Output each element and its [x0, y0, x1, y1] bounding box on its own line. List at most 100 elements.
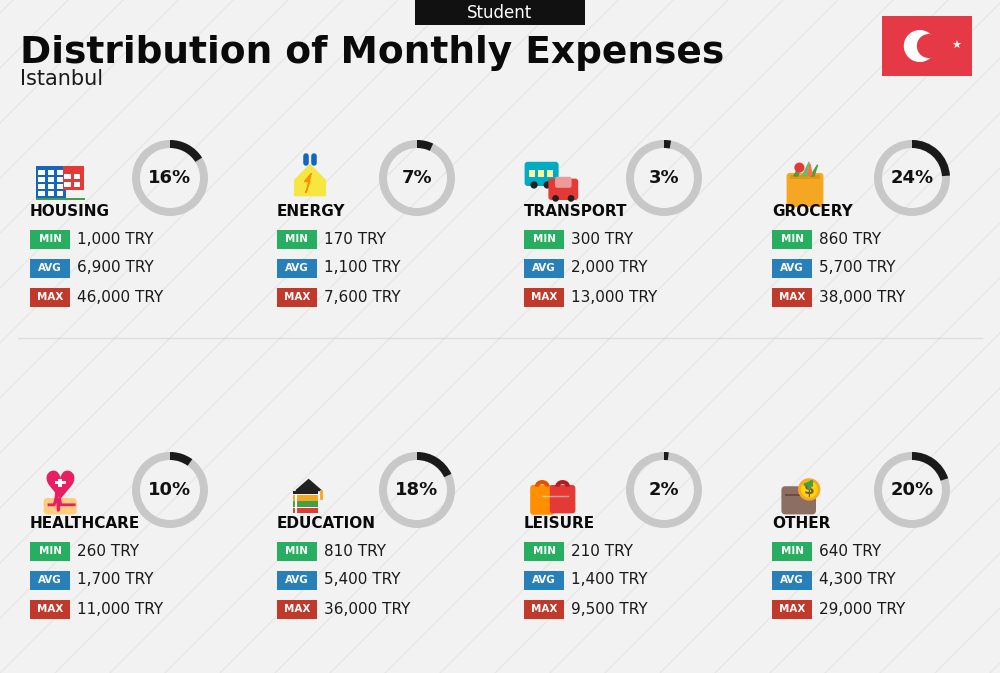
Text: 10%: 10%	[148, 481, 192, 499]
Polygon shape	[296, 480, 321, 491]
FancyBboxPatch shape	[30, 571, 70, 590]
FancyBboxPatch shape	[550, 485, 575, 513]
Text: 24%: 24%	[890, 169, 934, 187]
FancyBboxPatch shape	[277, 542, 317, 561]
FancyBboxPatch shape	[36, 198, 85, 200]
Text: OTHER: OTHER	[772, 516, 830, 530]
Text: 1,400 TRY: 1,400 TRY	[571, 573, 648, 588]
FancyBboxPatch shape	[785, 495, 812, 497]
Text: 210 TRY: 210 TRY	[571, 544, 633, 559]
Wedge shape	[664, 140, 671, 149]
Text: EDUCATION: EDUCATION	[277, 516, 376, 530]
Text: MAX: MAX	[779, 604, 805, 614]
FancyBboxPatch shape	[48, 191, 54, 196]
FancyBboxPatch shape	[30, 287, 70, 306]
Text: ♥: ♥	[43, 469, 78, 507]
FancyBboxPatch shape	[57, 191, 63, 196]
Text: MIN: MIN	[38, 234, 62, 244]
FancyBboxPatch shape	[772, 287, 812, 306]
FancyBboxPatch shape	[555, 177, 572, 188]
Text: 7,600 TRY: 7,600 TRY	[324, 289, 401, 304]
Text: AVG: AVG	[38, 263, 62, 273]
Text: AVG: AVG	[780, 575, 804, 585]
Wedge shape	[132, 140, 208, 216]
Text: 4,300 TRY: 4,300 TRY	[819, 573, 896, 588]
FancyBboxPatch shape	[548, 178, 578, 200]
FancyBboxPatch shape	[38, 191, 45, 196]
Text: MAX: MAX	[531, 604, 557, 614]
Wedge shape	[664, 452, 669, 460]
FancyBboxPatch shape	[38, 170, 45, 174]
Text: HOUSING: HOUSING	[30, 203, 110, 219]
Text: 1,700 TRY: 1,700 TRY	[77, 573, 154, 588]
FancyBboxPatch shape	[277, 600, 317, 618]
Text: 640 TRY: 640 TRY	[819, 544, 881, 559]
FancyBboxPatch shape	[524, 258, 564, 277]
Polygon shape	[295, 165, 325, 196]
Polygon shape	[802, 162, 809, 176]
Circle shape	[794, 163, 804, 173]
FancyBboxPatch shape	[48, 177, 54, 182]
Text: AVG: AVG	[38, 575, 62, 585]
Text: MIN: MIN	[38, 546, 62, 556]
Text: HEALTHCARE: HEALTHCARE	[30, 516, 140, 530]
FancyBboxPatch shape	[524, 542, 564, 561]
Circle shape	[544, 181, 551, 188]
FancyBboxPatch shape	[48, 170, 54, 174]
Text: ENERGY: ENERGY	[277, 203, 346, 219]
Wedge shape	[417, 452, 451, 477]
FancyBboxPatch shape	[293, 507, 318, 513]
FancyBboxPatch shape	[30, 258, 70, 277]
FancyBboxPatch shape	[55, 481, 66, 485]
Text: 18%: 18%	[395, 481, 439, 499]
Text: AVG: AVG	[780, 263, 804, 273]
FancyBboxPatch shape	[547, 170, 553, 178]
Text: 5,700 TRY: 5,700 TRY	[819, 260, 896, 275]
FancyBboxPatch shape	[772, 600, 812, 618]
Circle shape	[530, 181, 538, 188]
Text: 2%: 2%	[649, 481, 679, 499]
Wedge shape	[132, 452, 208, 528]
Text: 810 TRY: 810 TRY	[324, 544, 386, 559]
Text: AVG: AVG	[532, 263, 556, 273]
Text: 5,400 TRY: 5,400 TRY	[324, 573, 400, 588]
Polygon shape	[808, 164, 812, 175]
Wedge shape	[904, 30, 935, 62]
FancyBboxPatch shape	[57, 177, 63, 182]
Text: MAX: MAX	[37, 292, 63, 302]
Text: MIN: MIN	[286, 234, 308, 244]
Text: 260 TRY: 260 TRY	[77, 544, 139, 559]
Text: LEISURE: LEISURE	[524, 516, 595, 530]
FancyBboxPatch shape	[293, 501, 318, 507]
Wedge shape	[626, 452, 702, 528]
Wedge shape	[379, 452, 455, 528]
FancyBboxPatch shape	[36, 166, 66, 199]
FancyBboxPatch shape	[787, 173, 823, 207]
FancyBboxPatch shape	[415, 0, 585, 25]
FancyBboxPatch shape	[277, 287, 317, 306]
Text: 300 TRY: 300 TRY	[571, 232, 633, 246]
Text: $: $	[804, 482, 815, 497]
FancyBboxPatch shape	[30, 542, 70, 561]
Circle shape	[552, 195, 559, 202]
Text: GROCERY: GROCERY	[772, 203, 853, 219]
Text: MAX: MAX	[284, 604, 310, 614]
Text: AVG: AVG	[285, 575, 309, 585]
Text: Distribution of Monthly Expenses: Distribution of Monthly Expenses	[20, 35, 724, 71]
Text: 3%: 3%	[649, 169, 679, 187]
Text: 860 TRY: 860 TRY	[819, 232, 881, 246]
Text: 13,000 TRY: 13,000 TRY	[571, 289, 657, 304]
FancyBboxPatch shape	[64, 174, 71, 180]
FancyBboxPatch shape	[38, 184, 45, 188]
Text: MAX: MAX	[779, 292, 805, 302]
FancyBboxPatch shape	[48, 184, 54, 188]
Wedge shape	[874, 140, 950, 216]
FancyBboxPatch shape	[63, 166, 84, 190]
FancyBboxPatch shape	[882, 16, 972, 76]
FancyBboxPatch shape	[44, 498, 77, 514]
Text: 1,000 TRY: 1,000 TRY	[77, 232, 154, 246]
Text: 38,000 TRY: 38,000 TRY	[819, 289, 905, 304]
Text: 7%: 7%	[402, 169, 432, 187]
Text: 6,900 TRY: 6,900 TRY	[77, 260, 154, 275]
FancyBboxPatch shape	[38, 177, 45, 182]
